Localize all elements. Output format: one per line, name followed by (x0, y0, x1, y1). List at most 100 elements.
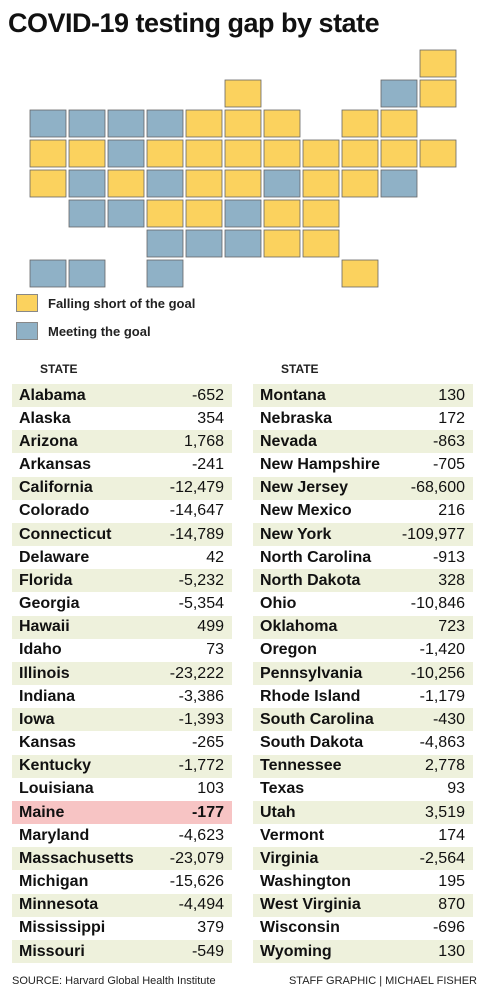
state-tile (380, 169, 418, 198)
state-name: Idaho (19, 641, 62, 659)
state-name: Maine (19, 803, 65, 821)
state-name: Arkansas (19, 456, 92, 473)
state-tile (146, 259, 184, 288)
testing-gap: 103 (197, 780, 224, 798)
table-row: Louisiana 103 (12, 778, 232, 801)
state-name: New Mexico (260, 502, 352, 520)
table-row: Pennsylvania -10,256 (253, 662, 473, 686)
testing-gap: -10,846 (410, 595, 465, 613)
credit: STAFF GRAPHIC | MICHAEL FISHER (288, 975, 477, 987)
testing-gap: -3,386 (178, 687, 224, 705)
table-row: Nevada -863 (253, 430, 473, 454)
state-tile (380, 109, 418, 138)
testing-gap: 174 (438, 826, 465, 844)
table-row: South Dakota -4,863 (253, 732, 473, 755)
state-tile (263, 199, 301, 228)
testing-gap: -4,494 (178, 896, 224, 914)
state-tile (107, 139, 145, 168)
state-tile (185, 169, 223, 198)
state-tile (68, 259, 106, 288)
testing-gap: -863 (432, 432, 465, 450)
table-row: Montana 130 (253, 384, 473, 407)
state-name: Alabama (19, 386, 86, 404)
table-row: Connecticut -14,789 (12, 523, 232, 547)
testing-gap: -1,772 (178, 757, 224, 775)
testing-gap: -549 (191, 942, 224, 960)
testing-gap: -4,623 (178, 826, 224, 844)
state-tile (224, 109, 262, 138)
table-row: Idaho 73 (12, 639, 232, 662)
state-name: Nevada (260, 432, 317, 450)
testing-gap: 195 (438, 873, 465, 891)
state-tile (146, 139, 184, 168)
table-row: Florida -5,232 (12, 569, 232, 593)
state-tile (341, 109, 379, 138)
state-name: Michigan (19, 873, 89, 891)
state-tile (224, 139, 262, 168)
state-tile (419, 139, 457, 168)
table-row: Delaware 42 (12, 546, 232, 569)
map (29, 49, 457, 288)
state-tile (380, 79, 418, 108)
state-tile (146, 199, 184, 228)
testing-gap: -5,232 (178, 571, 224, 589)
state-name: Wisconsin (260, 919, 340, 937)
testing-gap: -109,977 (401, 525, 465, 543)
state-name: Colorado (19, 502, 90, 520)
legend-swatch (16, 294, 38, 312)
state-name: Maryland (19, 826, 90, 844)
state-tile (107, 109, 145, 138)
state-name: Nebraska (260, 409, 333, 427)
testing-gap: 42 (206, 548, 224, 566)
testing-gap: -913 (432, 548, 465, 566)
table-row: Missouri -549 (12, 940, 232, 964)
state-tile (29, 259, 67, 288)
state-tile (302, 139, 340, 168)
state-name: California (19, 479, 93, 497)
testing-gap: -5,354 (178, 595, 224, 613)
testing-gap: 2,778 (424, 757, 465, 775)
testing-gap: -1,393 (178, 710, 224, 728)
table-row: Washington 195 (253, 871, 473, 894)
testing-gap: -705 (432, 456, 465, 473)
testing-gap: 216 (438, 502, 465, 520)
table-row: New Hampshire -705 (253, 454, 473, 477)
testing-gap: -23,222 (169, 664, 224, 682)
testing-gap: -430 (432, 710, 465, 728)
testing-gap: 499 (197, 618, 224, 636)
column-header: STATE (40, 362, 78, 376)
state-name: Hawaii (19, 618, 70, 636)
table-row: Illinois -23,222 (12, 662, 232, 686)
state-tile (29, 139, 67, 168)
state-name: Virginia (260, 849, 319, 867)
table-row: Michigan -15,626 (12, 871, 232, 894)
testing-gap: 130 (438, 942, 465, 960)
state-name: Massachusetts (19, 849, 134, 867)
table-row: Minnesota -4,494 (12, 893, 232, 917)
state-name: Rhode Island (260, 687, 361, 705)
state-name: Pennsylvania (260, 664, 363, 682)
state-tile (146, 169, 184, 198)
table-row: Kentucky -1,772 (12, 754, 232, 778)
testing-gap: -14,789 (169, 525, 224, 543)
table-row: Ohio -10,846 (253, 593, 473, 616)
state-name: New Hampshire (260, 456, 381, 473)
state-name: Texas (260, 780, 305, 798)
state-name: Washington (260, 873, 351, 891)
state-tile (185, 199, 223, 228)
legend-item: Meeting the goal (16, 321, 151, 341)
state-tile (224, 229, 262, 258)
state-tile (224, 199, 262, 228)
testing-gap: -1,420 (419, 641, 465, 659)
state-name: Oregon (260, 641, 317, 659)
state-tile (263, 169, 301, 198)
testing-gap: -2,564 (419, 849, 465, 867)
state-tile (263, 109, 301, 138)
state-name: Delaware (19, 548, 90, 566)
table-row: Vermont 174 (253, 824, 473, 847)
table-row: Arkansas -241 (12, 454, 232, 477)
testing-gap: 1,768 (183, 432, 224, 450)
table-row: Oregon -1,420 (253, 639, 473, 662)
table-row: Maine -177 (12, 801, 232, 825)
